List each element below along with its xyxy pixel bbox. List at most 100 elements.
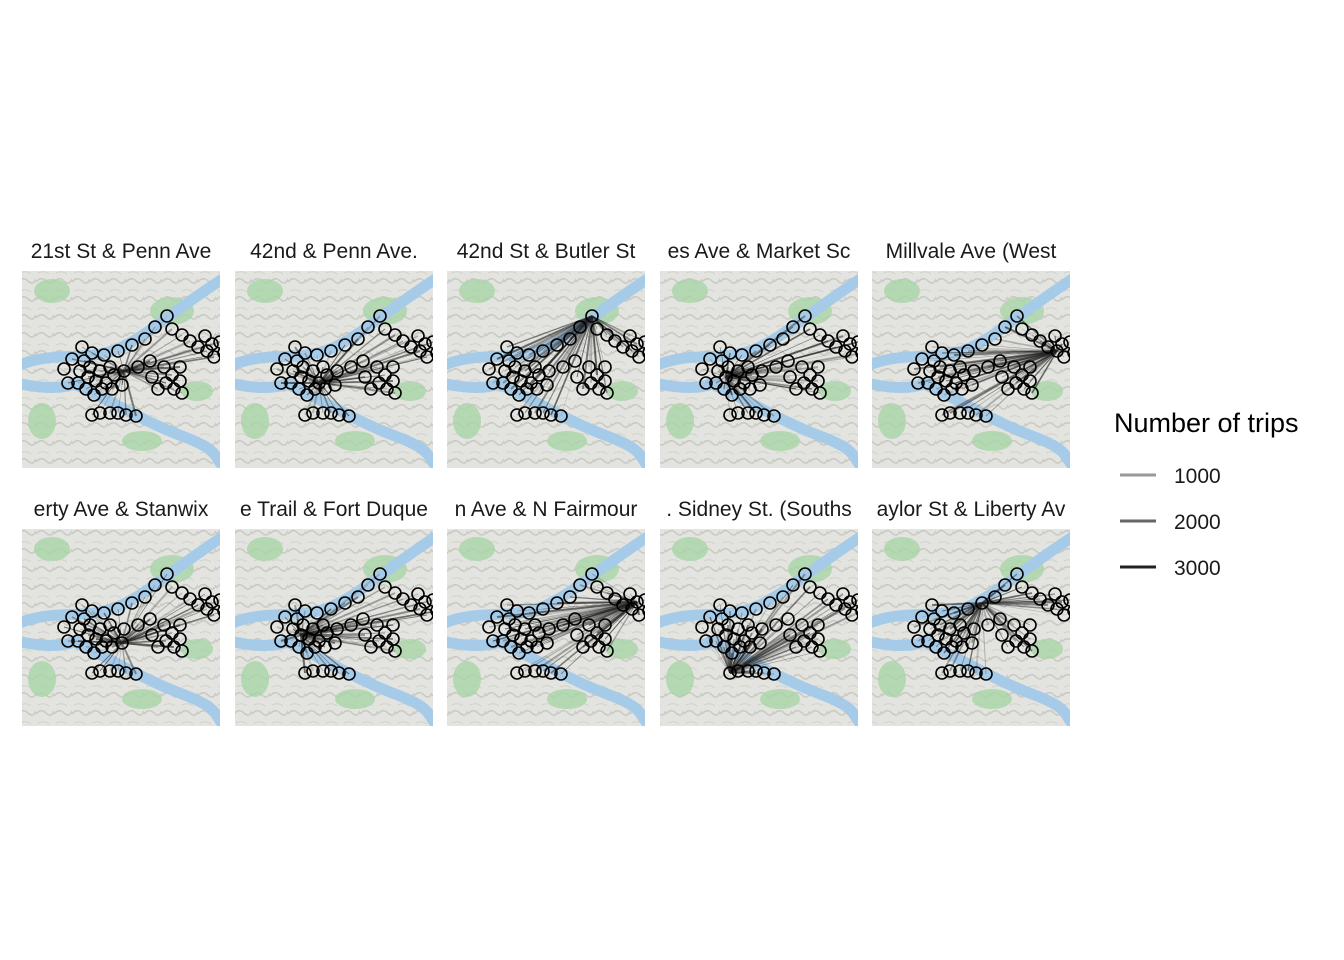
- station-marker: [173, 618, 187, 632]
- station-marker: [781, 612, 795, 626]
- station-marker: [330, 622, 344, 636]
- station-marker: [965, 378, 979, 392]
- trip-line: [591, 573, 638, 603]
- park-area: [672, 279, 708, 303]
- station-marker: [284, 634, 298, 648]
- park-area: [335, 689, 375, 709]
- park-area: [884, 537, 920, 561]
- trip-line: [951, 602, 983, 648]
- station-marker: [935, 604, 949, 618]
- station-marker: [953, 360, 967, 374]
- basemap: [22, 271, 220, 468]
- station-marker: [1025, 386, 1039, 400]
- station-marker: [510, 666, 524, 680]
- basemap: [660, 271, 858, 468]
- station-marker: [585, 567, 599, 581]
- station-marker: [420, 350, 433, 364]
- station-marker: [510, 408, 524, 422]
- station-marker: [486, 634, 500, 648]
- station-marker: [755, 622, 769, 636]
- station-marker: [274, 376, 288, 390]
- station-marker: [1010, 309, 1024, 323]
- park-area: [28, 403, 56, 439]
- facet-strip-label: aylor St & Liberty Av: [877, 498, 1066, 521]
- station-marker: [590, 322, 604, 336]
- station-marker: [71, 376, 85, 390]
- station-marker: [510, 604, 524, 618]
- station-marker: [536, 344, 550, 358]
- station-marker: [843, 595, 857, 609]
- station-marker: [175, 586, 189, 600]
- station-marker: [518, 406, 532, 420]
- trip-line: [306, 382, 320, 396]
- station-marker: [1048, 587, 1062, 601]
- trip-line: [725, 366, 729, 378]
- station-marker: [741, 360, 755, 374]
- park-area: [884, 279, 920, 303]
- trip-line: [123, 334, 183, 372]
- basemap: [447, 529, 645, 726]
- station-marker: [316, 618, 330, 632]
- station-marker: [1017, 640, 1031, 654]
- station-marker: [993, 354, 1007, 368]
- park-area: [819, 381, 851, 401]
- station-marker: [544, 666, 558, 680]
- station-marker: [119, 408, 133, 422]
- station-marker: [151, 640, 165, 654]
- station-marker: [145, 628, 159, 642]
- station-marker: [528, 618, 542, 632]
- station-marker: [165, 580, 179, 594]
- trip-line: [300, 634, 372, 648]
- station-marker: [388, 328, 402, 342]
- station-marker: [945, 382, 959, 396]
- trip-line: [123, 344, 133, 372]
- station-marker: [749, 406, 763, 420]
- station-marker: [763, 596, 777, 610]
- station-marker: [855, 605, 858, 617]
- trip-line: [123, 346, 199, 372]
- station-marker: [805, 640, 819, 654]
- station-marker: [961, 602, 975, 616]
- station-marker: [486, 376, 500, 390]
- trip-line: [949, 350, 1058, 372]
- station-marker: [723, 604, 737, 618]
- station-marker: [540, 378, 554, 392]
- trip-line: [606, 601, 638, 652]
- station-marker: [1010, 567, 1024, 581]
- park-area: [606, 381, 638, 401]
- station-marker: [482, 362, 496, 376]
- station-marker: [125, 338, 139, 352]
- facet-strip-label: 21st St & Penn Ave: [31, 240, 212, 263]
- trip-line: [729, 593, 844, 674]
- facet-panel: aylor St & Liberty Av: [872, 498, 1070, 726]
- station-marker: [160, 567, 174, 581]
- station-marker: [1015, 322, 1029, 336]
- station-marker: [328, 636, 342, 650]
- trip-line: [981, 602, 989, 626]
- trip-line: [723, 646, 731, 674]
- station-marker: [935, 666, 949, 680]
- station-marker: [757, 408, 771, 422]
- facet-strip-label: es Ave & Market Sc: [668, 240, 851, 263]
- park-area: [1031, 639, 1063, 659]
- trip-line: [105, 370, 125, 384]
- station-marker: [167, 640, 181, 654]
- facet-panel: 21st St & Penn Ave: [22, 240, 220, 468]
- river: [916, 377, 1070, 468]
- trip-line: [318, 380, 394, 384]
- trip-line: [981, 602, 1009, 648]
- station-marker: [763, 338, 777, 352]
- station-marker: [364, 382, 378, 396]
- trip-line: [123, 335, 206, 372]
- station-marker: [328, 378, 342, 392]
- station-marker: [308, 382, 322, 396]
- trip-line: [1056, 350, 1065, 358]
- trip-line: [591, 315, 645, 351]
- river: [916, 635, 1070, 726]
- station-marker: [95, 382, 109, 396]
- river: [66, 635, 220, 726]
- station-marker: [1067, 347, 1070, 359]
- trip-line: [951, 350, 1058, 390]
- station-marker: [542, 364, 556, 378]
- park-area: [181, 639, 213, 659]
